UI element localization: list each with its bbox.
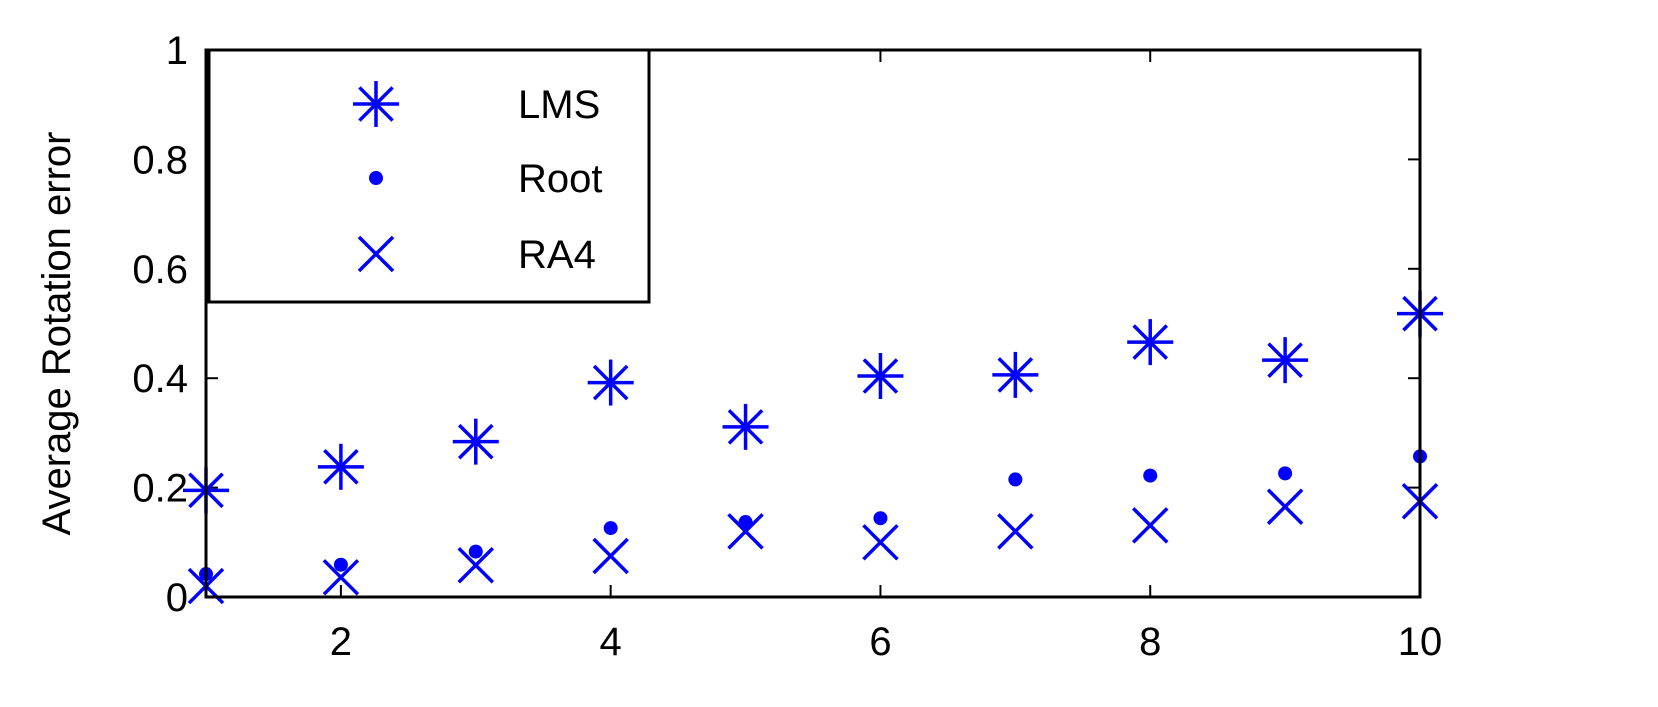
x-tick-label: 4 (600, 620, 622, 664)
data-point-lms (1262, 337, 1309, 384)
x-tick-label: 6 (869, 620, 891, 664)
data-point-lms (452, 418, 499, 465)
data-point-lms (857, 353, 904, 400)
legend-marker-lms (353, 81, 399, 127)
legend-marker-root (369, 171, 383, 185)
data-point-ra4 (997, 513, 1034, 550)
y-tick-label: 0.2 (132, 467, 188, 511)
legend-entry-lms: LMS (353, 81, 600, 127)
data-point-root (1143, 468, 1158, 483)
data-point-root (873, 511, 888, 526)
data-point-lms (317, 443, 364, 490)
legend-label: LMS (518, 83, 600, 127)
x-tick-label: 2 (330, 620, 352, 664)
y-tick-label: 0.8 (132, 138, 188, 182)
data-point-lms (1127, 319, 1174, 366)
y-tick-label: 1 (166, 29, 188, 73)
data-point-lms (722, 403, 769, 450)
data-point-root (603, 521, 618, 536)
plot-frame (204, 48, 1422, 599)
legend: LMS Root RA4 (207, 48, 651, 304)
legend-entry-ra4: RA4 (357, 233, 596, 277)
data-point-lms (587, 359, 634, 406)
data-point-root (1008, 472, 1023, 487)
data-point-root (333, 557, 348, 572)
x-tick-label: 10 (1398, 620, 1443, 664)
data-point-ra4 (1266, 488, 1304, 525)
legend-marker-ra4 (357, 235, 395, 273)
series-root (199, 449, 1427, 582)
data-point-lms (992, 351, 1039, 398)
series-lms (183, 290, 1443, 514)
data-points (183, 290, 1443, 605)
legend-label: RA4 (518, 233, 596, 277)
data-point-ra4 (862, 524, 899, 561)
data-point-root (468, 544, 483, 559)
data-point-ra4 (727, 513, 764, 550)
x-tick-label: 8 (1139, 620, 1161, 664)
y-axis-label: Average Rotation error (35, 132, 79, 536)
legend-box (207, 48, 651, 304)
data-point-ra4 (1131, 507, 1169, 544)
x-tick-labels: 2 4 6 8 10 (330, 620, 1442, 664)
y-tick-label: 0.4 (132, 357, 188, 401)
data-point-root (1278, 466, 1293, 481)
data-point-ra4 (592, 537, 629, 575)
y-tick-label: 0 (166, 576, 188, 620)
data-point-ra4 (322, 559, 360, 596)
series-ra4 (187, 483, 1439, 605)
legend-label: Root (518, 157, 603, 201)
legend-entry-root: Root (369, 157, 603, 201)
y-tick-label: 0.6 (132, 248, 188, 292)
data-point-ra4 (457, 547, 495, 584)
y-tick-labels: 0 0.2 0.4 0.6 0.8 1 (132, 29, 188, 620)
